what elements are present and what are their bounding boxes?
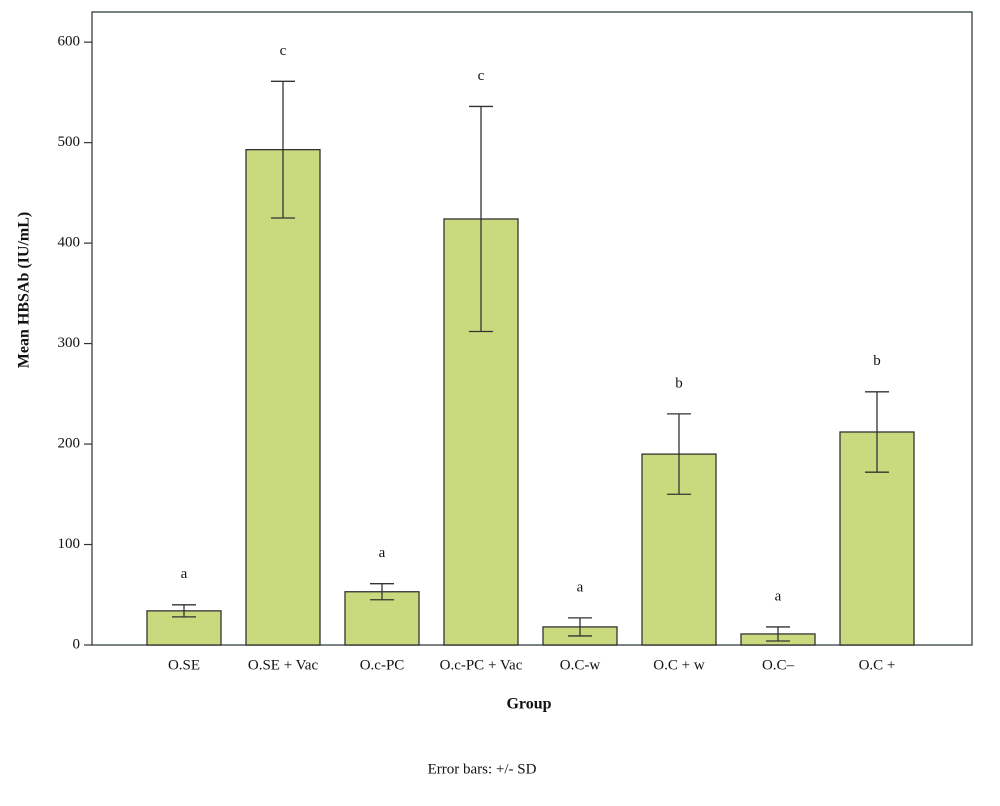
bar: [344, 591, 420, 646]
y-tick-label: 600: [58, 34, 81, 50]
x-tick-label: O.SE: [168, 657, 200, 673]
x-tick-label: O.c-PC: [360, 657, 405, 673]
y-tick-label: 300: [58, 335, 81, 351]
significance-letter: c: [478, 68, 485, 84]
footnote: Error bars: +/- SD: [428, 761, 537, 777]
x-tick-label: O.C–: [762, 657, 795, 673]
x-tick-label: O.c-PC + Vac: [440, 657, 523, 673]
bar: [245, 149, 321, 646]
y-axis-label: Mean HBSAb (IU/mL): [16, 212, 33, 368]
significance-letter: a: [181, 566, 188, 582]
y-tick-label: 400: [58, 235, 81, 251]
significance-letter: a: [577, 579, 584, 595]
plot-frame: [91, 11, 973, 646]
y-tick-label: 100: [58, 536, 81, 552]
x-tick-label: O.C-w: [560, 657, 601, 673]
significance-letter: c: [280, 43, 287, 59]
x-tick-label: O.C +: [859, 657, 896, 673]
y-tick-label: 0: [73, 636, 81, 652]
significance-letter: a: [775, 588, 782, 604]
y-tick-label: 500: [58, 134, 81, 150]
x-axis-label: Group: [506, 696, 551, 713]
x-tick-label: O.SE + Vac: [248, 657, 319, 673]
y-tick-label: 200: [58, 435, 81, 451]
significance-letter: a: [379, 545, 386, 561]
significance-letter: b: [675, 375, 683, 391]
x-tick-label: O.C + w: [653, 657, 705, 673]
significance-letter: b: [873, 353, 881, 369]
